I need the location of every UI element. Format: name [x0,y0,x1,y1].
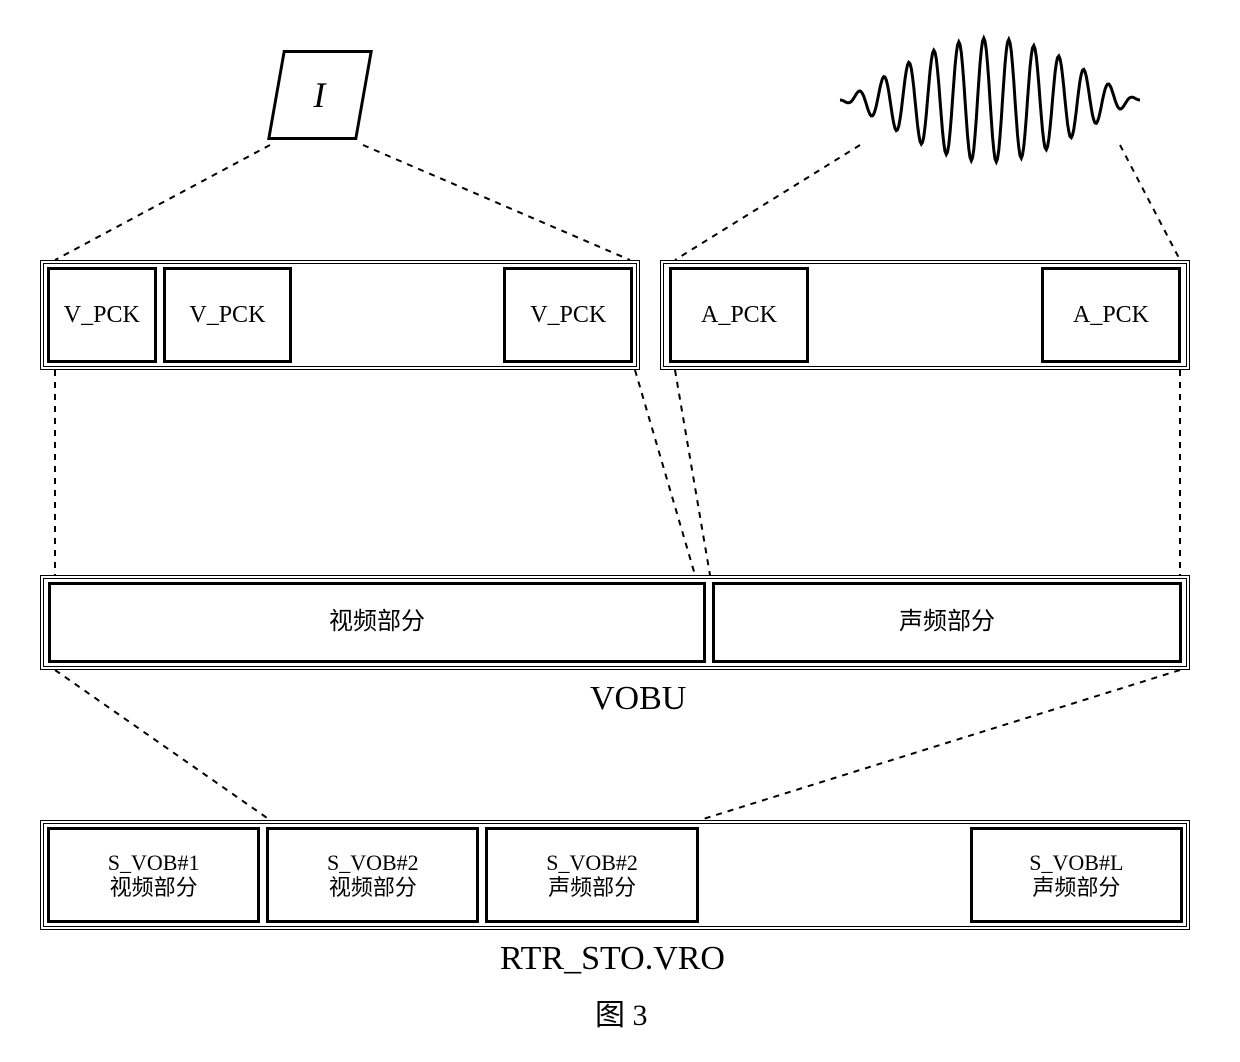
pck-label: V_PCK [530,302,606,329]
rtr-cell: S_VOB#L声频部分 [970,827,1183,923]
connector-line [55,670,270,820]
connector-line [675,370,710,575]
connector-line [55,145,270,260]
rtr-cell-line1: S_VOB#2 [546,850,638,875]
rtr-label: RTR_STO.VRO [500,940,725,978]
connector-line [363,145,630,260]
rtr-cell-line2: 视频部分 [110,875,198,900]
pck-label: V_PCK [64,302,140,329]
video-pck-cell: V_PCK [503,267,633,363]
rtr-cell: S_VOB#2视频部分 [266,827,479,923]
connector-line [1120,145,1180,260]
rtr-cell: S_VOB#1视频部分 [47,827,260,923]
rtr-cell-line1: S_VOB#1 [108,850,200,875]
vobu-cell-label: 声频部分 [899,608,995,637]
vobu-label: VOBU [590,680,686,718]
vobu-cell-label: 视频部分 [329,608,425,637]
connector-line [635,370,695,575]
connector-line [675,145,860,260]
rtr-cell-line2: 视频部分 [329,875,417,900]
vobu-row: 视频部分 声频部分 [40,575,1190,670]
pck-label: V_PCK [189,302,265,329]
audio-pck-cell [815,267,1035,363]
audio-pck-cell: A_PCK [1041,267,1181,363]
audio-pck-cell: A_PCK [669,267,809,363]
rtr-cell [705,827,964,923]
video-pck-cell: V_PCK [163,267,293,363]
pck-label: A_PCK [1073,302,1149,329]
rtr-cell: S_VOB#2声频部分 [485,827,698,923]
pck-label: A_PCK [701,302,777,329]
connector-line [700,670,1180,820]
vobu-cell: 声频部分 [712,582,1182,663]
vobu-cell: 视频部分 [48,582,706,663]
video-pck-row: V_PCK V_PCK V_PCK [40,260,640,370]
rtr-row: S_VOB#1视频部分S_VOB#2视频部分S_VOB#2声频部分S_VOB#L… [40,820,1190,930]
rtr-cell-line1: S_VOB#2 [327,850,419,875]
waveform-icon [840,38,1140,162]
rtr-cell-line2: 声频部分 [1032,875,1120,900]
diagram-root: I V_PCKV_PCKV_PCK A_PCKA_PCK 视频部分声频部分 VO… [20,20,1220,1042]
rtr-cell-line1: S_VOB#L [1029,850,1123,875]
figure-label: 图 3 [595,990,648,1034]
iframe-label: I [310,74,329,116]
iframe-icon: I [267,50,373,140]
rtr-cell-line2: 声频部分 [548,875,636,900]
video-pck-cell: V_PCK [47,267,157,363]
video-pck-cell [298,267,497,363]
audio-pck-row: A_PCK A_PCK [660,260,1190,370]
